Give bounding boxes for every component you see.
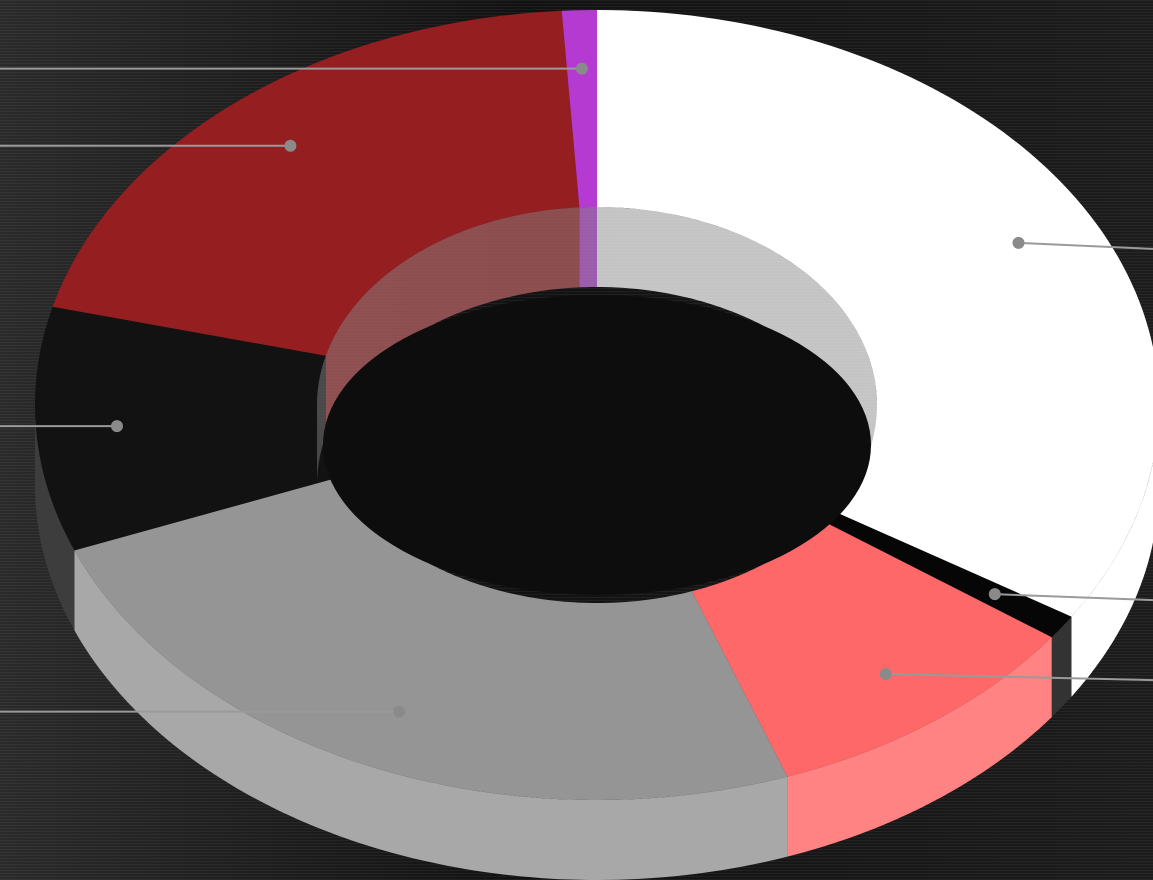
leader-dot-3: [879, 668, 892, 681]
slice-side-4: [74, 550, 788, 880]
slice-side-5: [35, 405, 75, 631]
leader-dot-4: [393, 705, 406, 718]
leader-dot-2: [988, 588, 1001, 601]
leader-dot-1: [1012, 236, 1025, 249]
leader-dot-7: [575, 62, 588, 75]
slice-4: [74, 477, 788, 800]
slice-inner-wall-1: [597, 207, 877, 485]
slice-side-2: [1051, 616, 1072, 718]
leader-line-3: [885, 673, 1153, 682]
slice-inner-wall-5: [317, 355, 326, 485]
slice-2: [823, 511, 1072, 638]
slice-6: [52, 10, 580, 356]
slice-1: [597, 10, 1153, 617]
leader-dot-6: [284, 139, 297, 152]
slice-5: [35, 306, 337, 551]
leader-dot-5: [110, 420, 123, 433]
slice-side-1: [1071, 462, 1153, 697]
donut-hole: [323, 295, 871, 595]
slice-inner-wall-6: [325, 207, 580, 436]
slice-side-3: [787, 637, 1052, 857]
leader-line-2: [994, 593, 1153, 602]
slice-3: [691, 521, 1052, 777]
leader-line-1: [1018, 241, 1153, 250]
slice-7: [561, 10, 597, 208]
slice-inner-wall-7: [579, 207, 597, 288]
